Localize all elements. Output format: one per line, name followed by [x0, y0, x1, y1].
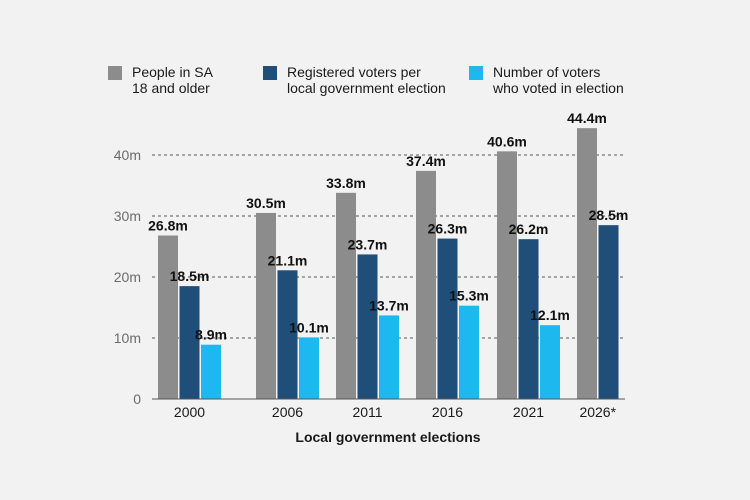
- x-axis-ticks: 2000 2006 2011 2016 2021 2026*: [174, 404, 617, 420]
- data-label: 28.5m: [589, 207, 629, 223]
- data-label: 40.6m: [487, 133, 527, 149]
- bar-2000-series-3: [201, 344, 221, 399]
- x-tick-label: 2016: [432, 404, 463, 420]
- y-tick-label: 20m: [114, 269, 141, 285]
- bar-2000-series-2: [179, 286, 200, 399]
- bars: [158, 128, 619, 399]
- bar-2016-series-2: [437, 238, 458, 399]
- legend-swatch-1: [108, 66, 122, 80]
- data-label: 8.9m: [195, 327, 227, 343]
- legend-label-2-line-2: local government election: [287, 80, 446, 96]
- bar-2011-series-1: [336, 192, 356, 399]
- data-label: 33.8m: [326, 175, 366, 191]
- y-tick-label: 30m: [114, 208, 141, 224]
- bar-2021-series-1: [497, 151, 517, 399]
- bar-2006-series-3: [299, 337, 319, 399]
- bar-2000-series-1: [158, 235, 178, 399]
- y-tick-label: 40m: [114, 147, 141, 163]
- legend-label-2-line-1: Registered voters per: [287, 64, 421, 80]
- x-tick-label: 2026*: [579, 404, 616, 420]
- data-label: 10.1m: [289, 319, 329, 335]
- legend-label-1-line-2: 18 and older: [132, 80, 210, 96]
- legend-label-1-line-1: People in SA: [132, 64, 214, 80]
- legend-label-3-line-2: who voted in election: [492, 80, 624, 96]
- bar-2006-series-1: [256, 212, 276, 399]
- data-label: 18.5m: [170, 268, 210, 284]
- bar-2016-series-3: [459, 305, 479, 399]
- bar-2011-series-2: [357, 254, 378, 399]
- x-axis-label: Local government elections: [295, 429, 480, 445]
- y-tick-label: 0: [133, 391, 141, 407]
- x-tick-label: 2000: [174, 404, 205, 420]
- legend-swatch-3: [469, 66, 483, 80]
- bar-2021-series-2: [518, 239, 539, 399]
- legend-swatch-2: [263, 66, 277, 80]
- data-label: 44.4m: [567, 110, 607, 126]
- y-tick-label: 10m: [114, 330, 141, 346]
- data-label: 23.7m: [348, 236, 388, 252]
- data-label: 15.3m: [449, 288, 489, 304]
- legend-label-3-line-1: Number of voters: [493, 64, 600, 80]
- data-labels: 26.8m 18.5m 8.9m 30.5m 21.1m 10.1m 33.8m 23.7m 1…: [148, 110, 628, 343]
- x-tick-label: 2021: [513, 404, 544, 420]
- y-axis-ticks: 0 10m 20m 30m 40m: [114, 147, 141, 407]
- data-label: 37.4m: [406, 153, 446, 169]
- data-label: 30.5m: [246, 195, 286, 211]
- x-tick-label: 2006: [272, 404, 303, 420]
- bar-2026-series-1: [577, 128, 597, 399]
- bar-2006-series-2: [277, 270, 298, 399]
- bar-2026-series-2: [598, 225, 619, 399]
- bar-2016-series-1: [416, 170, 436, 399]
- bar-2021-series-3: [540, 325, 560, 399]
- data-label: 13.7m: [369, 297, 409, 313]
- data-label: 26.3m: [428, 221, 468, 237]
- x-tick-label: 2011: [352, 404, 382, 420]
- data-label: 26.2m: [509, 221, 549, 237]
- data-label: 21.1m: [268, 252, 308, 268]
- bar-2011-series-3: [379, 315, 399, 399]
- data-label: 12.1m: [530, 307, 570, 323]
- data-label: 26.8m: [148, 218, 188, 234]
